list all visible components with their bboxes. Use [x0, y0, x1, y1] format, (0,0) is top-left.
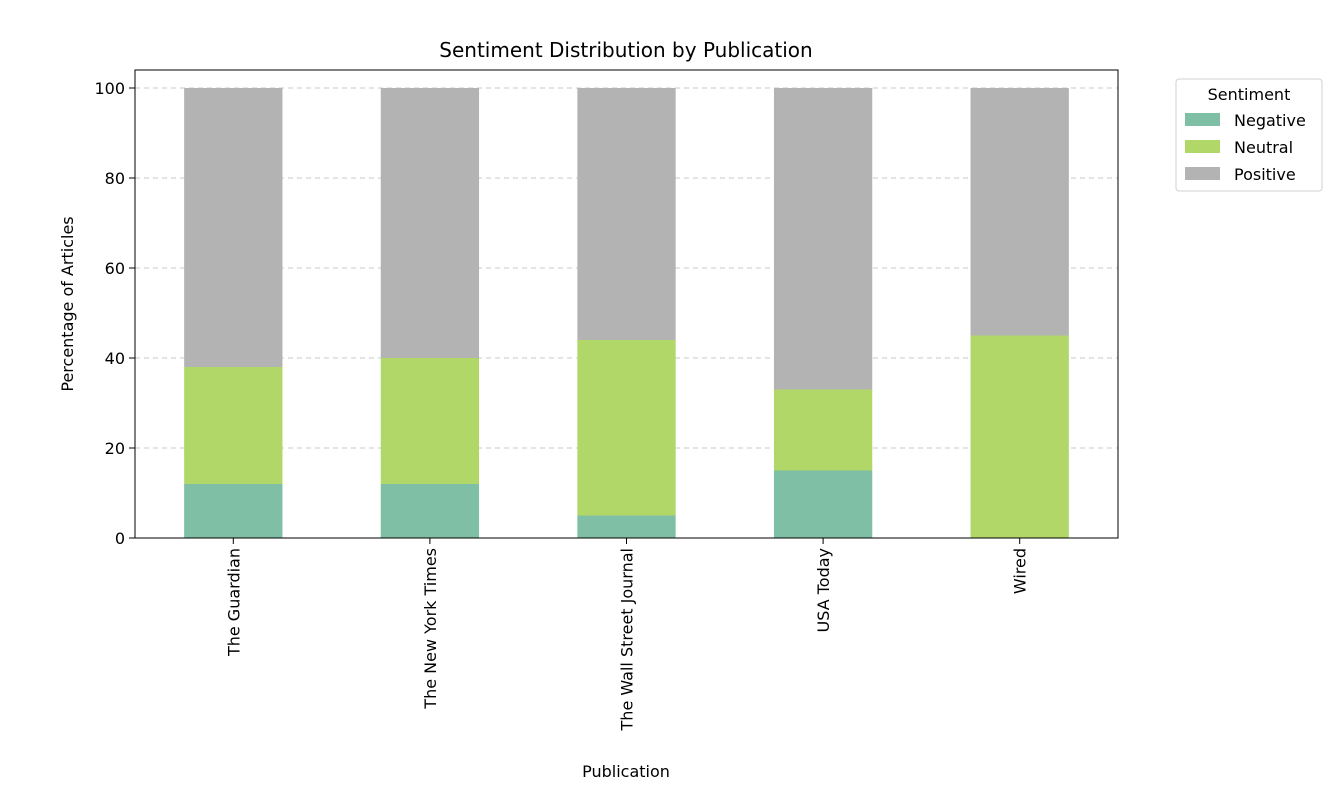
- bar-negative: [577, 515, 676, 538]
- bar-positive: [970, 88, 1069, 336]
- y-axis-label: Percentage of Articles: [58, 216, 77, 391]
- x-axis-label: Publication: [582, 762, 670, 781]
- legend: Sentiment Negative Neutral Positive: [1175, 78, 1323, 192]
- y-tick-label: 40: [105, 349, 125, 368]
- x-tick-label: USA Today: [814, 548, 833, 632]
- y-tick-label: 80: [105, 169, 125, 188]
- legend-title: Sentiment: [1208, 85, 1291, 104]
- legend-items: Negative Neutral Positive: [1185, 111, 1306, 184]
- y-tick-label: 0: [115, 529, 125, 548]
- chart-title: Sentiment Distribution by Publication: [439, 38, 812, 62]
- y-tick-label: 20: [105, 439, 125, 458]
- x-tick-label: The New York Times: [421, 548, 440, 710]
- bar-neutral: [970, 335, 1069, 538]
- legend-swatch-positive: [1185, 167, 1220, 180]
- legend-swatch-negative: [1185, 113, 1220, 126]
- bar-positive: [773, 88, 873, 390]
- bar-neutral: [773, 389, 873, 471]
- legend-swatch-neutral: [1185, 140, 1220, 153]
- x-tick-label: Wired: [1011, 548, 1030, 594]
- bar-negative: [773, 470, 873, 538]
- bar-neutral: [577, 340, 676, 516]
- legend-label-positive: Positive: [1234, 165, 1296, 184]
- bar-positive: [184, 88, 283, 367]
- y-tick-label: 100: [94, 79, 125, 98]
- bar-positive: [577, 88, 676, 340]
- bar-neutral: [184, 367, 283, 484]
- x-axis-ticks: The Guardian The New York Times The Wall S…: [224, 538, 1030, 731]
- y-tick-label: 60: [105, 259, 125, 278]
- bar-positive: [380, 88, 480, 358]
- bar-neutral: [380, 358, 480, 484]
- bar-negative: [184, 484, 283, 538]
- bar-negative: [380, 484, 480, 538]
- x-tick-label: The Guardian: [224, 548, 243, 657]
- x-tick-label: The Wall Street Journal: [618, 548, 637, 731]
- legend-label-negative: Negative: [1234, 111, 1306, 130]
- legend-box: [1175, 78, 1323, 192]
- legend-label-neutral: Neutral: [1234, 138, 1293, 157]
- gridlines: [135, 87, 1118, 449]
- bars: [184, 88, 1069, 538]
- y-axis-ticks: 0 20 40 60 80 100: [94, 79, 135, 548]
